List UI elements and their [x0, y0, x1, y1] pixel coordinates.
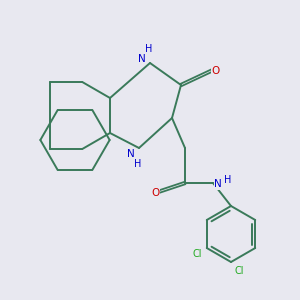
Text: H: H: [134, 159, 142, 169]
Text: Cl: Cl: [234, 266, 244, 276]
Text: H: H: [145, 44, 153, 54]
Text: H: H: [224, 175, 232, 185]
Text: N: N: [127, 149, 135, 159]
Text: O: O: [151, 188, 159, 198]
Text: N: N: [138, 54, 146, 64]
Text: Cl: Cl: [192, 249, 202, 259]
Text: N: N: [214, 179, 222, 189]
Text: O: O: [212, 66, 220, 76]
